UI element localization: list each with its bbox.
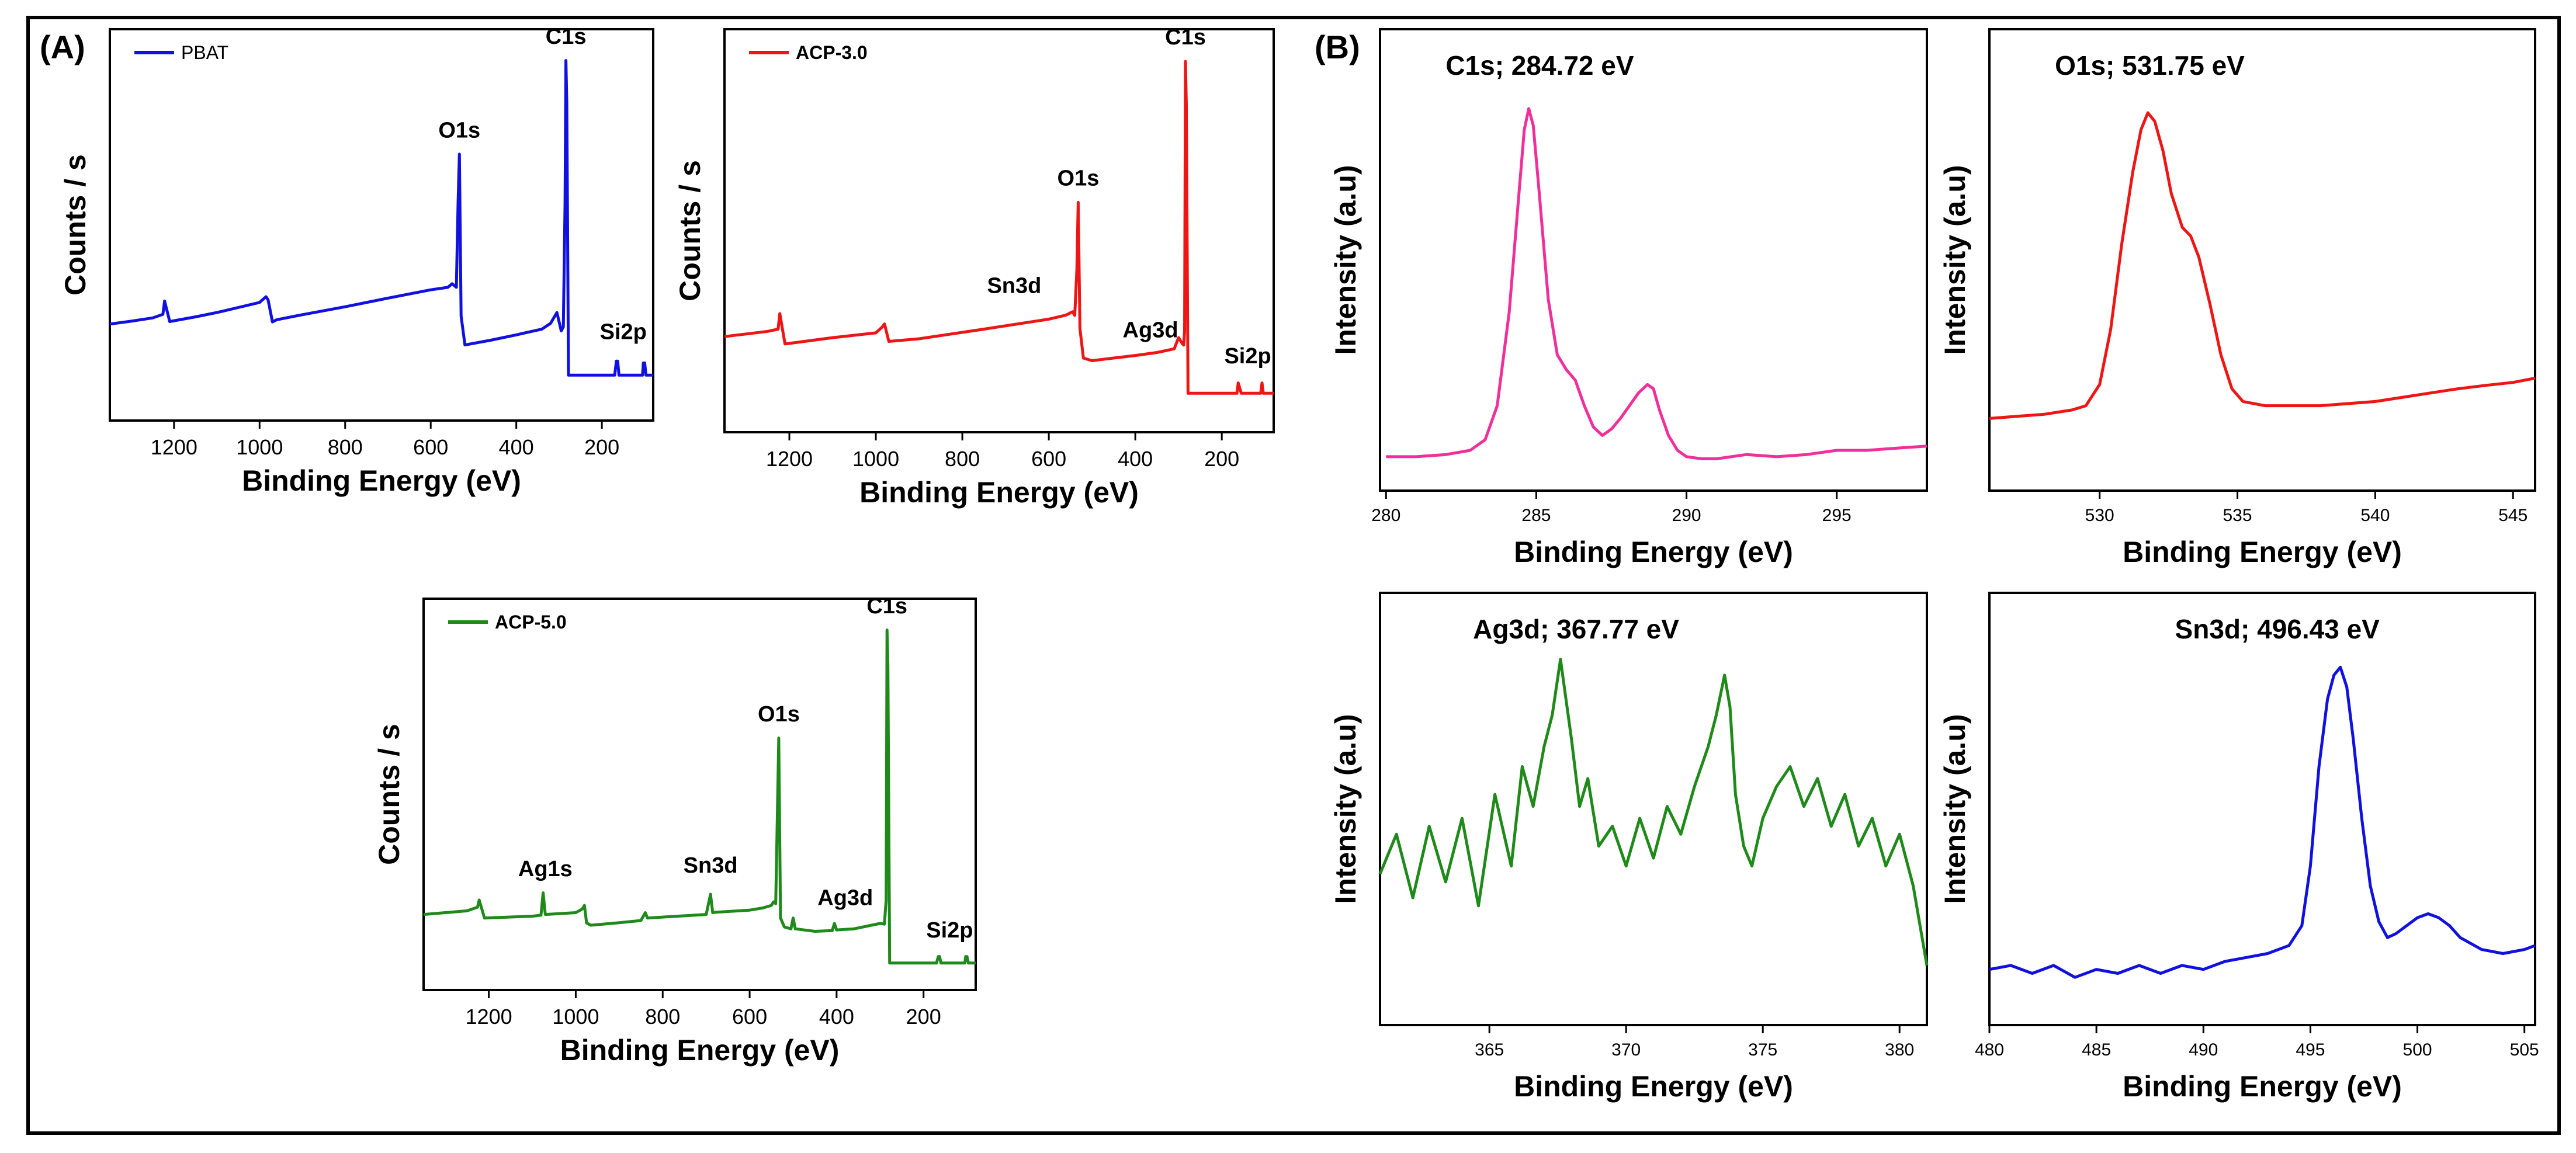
chart-ag3d: 365 370 375 380 Binding Energy (eV) Intensity…: [1329, 592, 1929, 1103]
x-tick-label-acp50: 200: [906, 1005, 941, 1029]
x-axis-label-o1s: Binding Energy (eV): [2123, 536, 2402, 568]
x-tick-label-acp30: 1200: [766, 447, 813, 471]
chart-acp30: 1200 1000 800 600 400 200 Binding Energy (eV) C…: [674, 25, 1275, 509]
x-tick-label-sn3d: 505: [2510, 1040, 2539, 1060]
peak-annotation-acp30: Sn3d: [987, 273, 1041, 298]
x-tick-label-sn3d: 485: [2082, 1040, 2111, 1060]
peak-annotation-acp50: C1s: [866, 594, 907, 619]
peak-title-ag3d: Ag3d; 367.77 eV: [1473, 614, 1679, 644]
peak-annotation-acp30: Si2p: [1224, 344, 1271, 369]
y-axis-label-ag3d: Intensity (a.u): [1329, 714, 1362, 904]
x-tick-label-ag3d: 380: [1885, 1040, 1914, 1060]
x-tick-label-c1s: 285: [1521, 506, 1551, 525]
x-tick-label-acp50: 800: [645, 1005, 680, 1029]
peak-annotation-acp30: Ag3d: [1123, 318, 1178, 343]
x-tick-label-o1s: 530: [2085, 506, 2114, 525]
peak-annotation-acp50: Ag3d: [817, 885, 873, 910]
x-tick-label-pbat: 800: [328, 435, 363, 459]
peak-annotation-acp50: Ag1s: [518, 857, 573, 881]
y-axis-label-acp30: Counts / s: [674, 160, 706, 301]
chart-acp50: 1200 1000 800 600 400 200 Binding Energy (eV) C…: [373, 594, 977, 1067]
peak-annotation-pbat: Si2p: [600, 320, 647, 345]
legend-label-pbat: PBAT: [181, 42, 228, 63]
y-axis-label-pbat: Counts / s: [59, 154, 92, 296]
x-tick-label-o1s: 545: [2498, 506, 2528, 525]
x-tick-label-pbat: 1000: [236, 435, 283, 459]
x-tick-label-sn3d: 480: [1975, 1040, 2004, 1060]
chart-c1s: 280 285 290 295 Binding Energy (eV) Intensity…: [1329, 28, 1928, 568]
x-axis-label-pbat: Binding Energy (eV): [242, 464, 521, 497]
x-tick-label-sn3d: 495: [2296, 1040, 2325, 1060]
x-tick-label-ag3d: 365: [1475, 1040, 1504, 1060]
y-axis-label-sn3d: Intensity (a.u): [1939, 714, 1971, 904]
x-tick-label-acp50: 600: [732, 1005, 767, 1029]
plot-frame-acp30: [723, 28, 1275, 433]
x-tick-label-pbat: 400: [499, 435, 534, 459]
peak-annotation-pbat: C1s: [546, 25, 587, 49]
x-axis-label-sn3d: Binding Energy (eV): [2123, 1070, 2402, 1103]
x-tick-label-acp50: 1000: [552, 1005, 599, 1029]
series-line-ag3d: [1378, 658, 1929, 966]
series-line-sn3d: [1989, 665, 2536, 979]
y-axis-label-c1s: Intensity (a.u): [1329, 165, 1362, 355]
x-tick-label-o1s: 535: [2223, 506, 2252, 525]
x-tick-label-pbat: 200: [584, 435, 619, 459]
figure-frame: [26, 16, 2561, 1135]
series-line-acp50: [423, 628, 976, 965]
x-axis-label-acp50: Binding Energy (eV): [560, 1034, 840, 1067]
peak-annotation-pbat: O1s: [438, 118, 480, 143]
x-tick-label-c1s: 295: [1822, 506, 1852, 525]
x-axis-label-ag3d: Binding Energy (eV): [1514, 1070, 1793, 1103]
x-tick-label-acp30: 200: [1204, 447, 1239, 471]
x-tick-label-pbat: 600: [413, 435, 448, 459]
x-tick-label-acp30: 1000: [852, 447, 899, 471]
plot-frame-pbat: [109, 28, 654, 422]
x-tick-label-acp50: 400: [819, 1005, 854, 1029]
x-tick-label-acp30: 400: [1118, 447, 1153, 471]
peak-annotation-acp50: Si2p: [926, 918, 973, 943]
peak-title-sn3d: Sn3d; 496.43 eV: [2175, 614, 2380, 644]
x-axis-label-c1s: Binding Energy (eV): [1514, 536, 1793, 568]
peak-annotation-acp50: O1s: [758, 702, 800, 727]
x-tick-label-ag3d: 370: [1611, 1040, 1641, 1060]
x-tick-label-sn3d: 500: [2403, 1040, 2432, 1060]
series-line-pbat: [109, 59, 653, 377]
x-tick-label-acp30: 800: [945, 447, 980, 471]
chart-pbat: 1200 1000 800 600 400 200 Binding Energy (eV) C…: [59, 25, 654, 497]
legend-label-acp50: ACP-5.0: [495, 612, 567, 633]
peak-title-c1s: C1s; 284.72 eV: [1445, 50, 1634, 81]
series-line-o1s: [1989, 111, 2536, 420]
x-tick-label-c1s: 280: [1371, 506, 1400, 525]
series-line-acp30: [724, 60, 1274, 395]
x-axis-label-acp30: Binding Energy (eV): [859, 476, 1139, 509]
x-tick-label-acp30: 600: [1031, 447, 1066, 471]
peak-annotation-acp50: Sn3d: [684, 853, 738, 878]
x-tick-label-sn3d: 490: [2189, 1040, 2218, 1060]
plot-frame-ag3d: [1379, 592, 1928, 1026]
legend-label-acp30: ACP-3.0: [796, 42, 868, 63]
x-tick-label-o1s: 540: [2360, 506, 2390, 525]
plots-layer: 1200 1000 800 600 400 200 Binding Energy (eV) C…: [59, 25, 2539, 1103]
x-tick-label-acp50: 1200: [466, 1005, 512, 1029]
panel-label-b: (B): [1315, 29, 1360, 65]
peak-annotation-acp30: C1s: [1165, 25, 1206, 50]
peak-title-o1s: O1s; 531.75 eV: [2055, 50, 2245, 81]
panel-label-a: (A): [40, 29, 85, 65]
x-tick-label-pbat: 1200: [151, 435, 197, 459]
y-axis-label-o1s: Intensity (a.u): [1939, 165, 1971, 355]
plot-frame-acp50: [422, 598, 977, 991]
peak-annotation-acp30: O1s: [1058, 166, 1100, 190]
chart-sn3d: 480 485 490 495 500 505 Binding Energy (eV) Int…: [1939, 592, 2539, 1103]
series-line-c1s: [1386, 107, 1927, 460]
plot-frame-o1s: [1988, 28, 2536, 492]
x-tick-label-c1s: 290: [1672, 506, 1701, 525]
chart-o1s: 530 535 540 545 Binding Energy (eV) Intensity…: [1939, 28, 2536, 568]
y-axis-label-acp50: Counts / s: [373, 724, 405, 865]
x-tick-label-ag3d: 375: [1748, 1040, 1777, 1060]
plot-frame-c1s: [1379, 28, 1928, 492]
plot-frame-sn3d: [1988, 592, 2536, 1026]
